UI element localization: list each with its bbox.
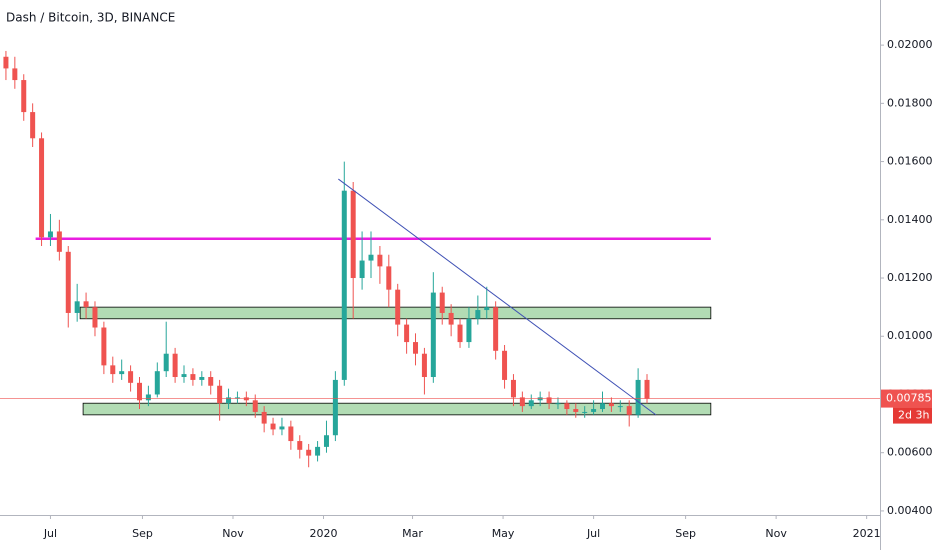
candle-body <box>288 426 294 442</box>
candle-body <box>591 409 597 412</box>
candle-body <box>3 56 9 69</box>
candle-body <box>30 112 36 139</box>
last-price-box <box>881 389 932 408</box>
candle-body <box>74 301 80 313</box>
candle-body <box>172 353 178 378</box>
candle-body <box>510 379 516 398</box>
candle-body <box>466 318 472 343</box>
candle-body <box>154 371 160 395</box>
candle-body <box>315 446 321 456</box>
candle-body <box>65 251 71 313</box>
x-tick-label: Jul <box>43 527 57 540</box>
candle-body <box>448 312 454 325</box>
candle-body <box>493 307 499 351</box>
candle-body <box>644 379 650 399</box>
candle-body <box>119 371 125 375</box>
candle-body <box>555 403 561 405</box>
trendline <box>338 178 657 416</box>
candle-body <box>306 449 312 456</box>
candle-body <box>341 190 347 380</box>
candle-body <box>421 353 427 378</box>
candle-body <box>92 307 98 328</box>
candle-body <box>128 371 134 383</box>
candle-body <box>261 411 267 424</box>
candle-body <box>608 403 614 407</box>
x-tick-label: Mar <box>402 527 423 540</box>
candle-body <box>617 406 623 408</box>
countdown-box <box>893 407 932 424</box>
x-tick-label: Nov <box>222 527 244 540</box>
candle-body <box>332 379 338 436</box>
y-tick-label: 0.020000 <box>887 38 932 51</box>
candle-body <box>599 403 605 410</box>
candle-body <box>564 403 570 410</box>
candle-body <box>83 301 89 308</box>
x-tick-label: Nov <box>765 527 787 540</box>
candle-body <box>395 289 401 325</box>
candle-body <box>279 426 285 430</box>
candle-body <box>457 324 463 343</box>
candle-body <box>573 409 579 412</box>
candle-body <box>519 397 525 407</box>
candle-body <box>439 292 445 313</box>
candle-body <box>582 411 588 413</box>
x-tick-label: 2021 <box>853 527 881 540</box>
chart-title: Dash / Bitcoin, 3D, BINANCE <box>6 11 175 25</box>
candle-body <box>297 441 303 450</box>
candle-body <box>208 377 214 386</box>
candle-body <box>377 254 383 267</box>
x-tick-label: 2020 <box>310 527 338 540</box>
candle-body <box>252 400 258 412</box>
candle-body <box>359 260 365 279</box>
candle-body <box>413 342 419 354</box>
candle-body <box>217 385 223 404</box>
candle-body <box>270 423 276 430</box>
candle-body <box>56 231 62 252</box>
candle-body <box>21 80 27 113</box>
candle-body <box>234 397 240 399</box>
candle-body <box>626 406 632 415</box>
candle-body <box>502 350 508 380</box>
candle-body <box>101 327 107 366</box>
countdown-label: 2d 3h <box>898 409 929 422</box>
x-tick-label: Sep <box>132 527 153 540</box>
candle-body <box>484 307 490 311</box>
candle-body <box>39 138 45 238</box>
candle-body <box>190 374 196 380</box>
candle-body <box>475 310 481 319</box>
candle-body <box>136 382 142 401</box>
candle-body <box>386 266 392 290</box>
candle-body <box>181 374 187 378</box>
candle-body <box>404 324 410 343</box>
candle-body <box>635 379 641 415</box>
candle-body <box>528 400 534 407</box>
candle-body <box>323 435 329 447</box>
last-price-label: 0.007859 <box>886 392 932 405</box>
candle-body <box>368 254 374 261</box>
candle-body <box>47 231 53 238</box>
candle-body <box>145 394 151 401</box>
zone <box>82 402 712 416</box>
candle-body <box>110 365 116 375</box>
candle-body <box>226 397 232 404</box>
candle-body <box>430 292 436 378</box>
x-tick-label: Jul <box>586 527 600 540</box>
x-tick-label: Sep <box>675 527 696 540</box>
x-tick-label: May <box>492 527 515 540</box>
candle-body <box>163 353 169 372</box>
candle-body <box>12 68 18 81</box>
candle-body <box>199 377 205 380</box>
candle-body <box>350 190 356 279</box>
candle-body <box>546 397 552 404</box>
